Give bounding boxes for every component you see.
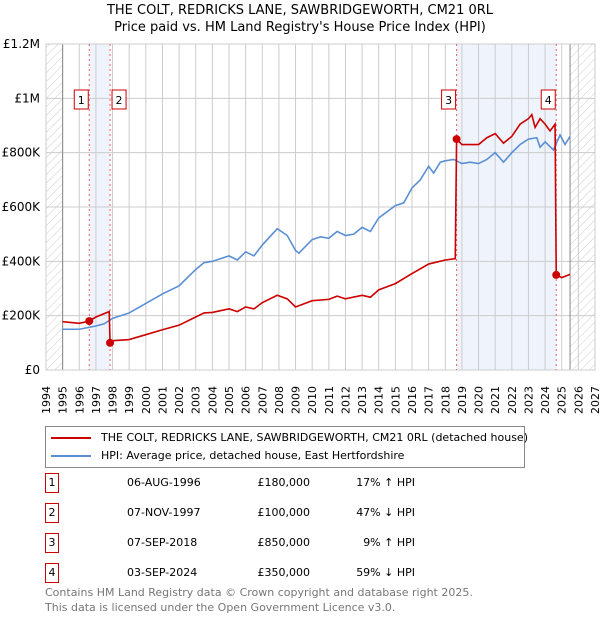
chart-title: THE COLT, REDRICKS LANE, SAWBRIDGEWORTH,… [106, 3, 494, 18]
x-tick-label: 2025 [556, 386, 569, 414]
x-tick-label: 2003 [190, 386, 203, 414]
sale-label: 3 [445, 94, 452, 107]
sale-point [452, 135, 461, 144]
legend: THE COLT, REDRICKS LANE, SAWBRIDGEWORTH,… [45, 426, 528, 468]
x-tick-label: 2013 [356, 386, 369, 414]
x-tick-label: 2007 [256, 386, 269, 414]
x-tick-label: 1999 [123, 386, 136, 414]
sale-label-box [111, 89, 127, 110]
x-tick-label: 2008 [273, 386, 286, 414]
sale-label: 4 [545, 94, 552, 107]
footer-copyright: Contains HM Land Registry data © Crown c… [45, 586, 473, 599]
sale-label: 1 [78, 94, 85, 107]
x-tick-label: 1996 [73, 386, 86, 414]
sale-date: 07-SEP-2018 [127, 536, 198, 549]
sale-label-box [540, 89, 556, 110]
x-tick-label: 2026 [572, 386, 585, 414]
footer-licence: This data is licensed under the Open Gov… [45, 601, 396, 614]
sale-label: 2 [116, 94, 123, 107]
x-tick-label: 2023 [522, 386, 535, 414]
x-tick-label: 2014 [373, 386, 386, 414]
sale-hpi: 17% ↑ HPI [356, 476, 415, 489]
legend-red-swatch [51, 436, 91, 439]
x-tick-label: 2001 [156, 386, 169, 414]
x-tick-label: 1998 [107, 386, 120, 414]
x-tick-label: 1997 [90, 386, 103, 414]
legend-blue-swatch [51, 454, 91, 457]
plot-border [45, 43, 596, 371]
y-tick-label: £600K [2, 200, 42, 214]
legend-red-label: THE COLT, REDRICKS LANE, SAWBRIDGEWORTH,… [101, 431, 528, 444]
x-tick-label: 1994 [40, 386, 53, 414]
sale-hpi: 9% ↑ HPI [363, 536, 415, 549]
y-tick-label: £200K [2, 309, 42, 323]
sale-point [552, 270, 561, 279]
y-tick-label: £1M [14, 91, 40, 105]
x-tick-label: 2021 [489, 386, 502, 414]
x-tick-label: 2010 [306, 386, 319, 414]
sale-price: £350,000 [257, 566, 311, 579]
x-tick-label: 2022 [506, 386, 519, 414]
sale-row: 1 06-AUG-1996 £180,000 17% ↑ HPI [45, 473, 425, 493]
sale-price: £180,000 [257, 476, 311, 489]
x-tick-label: 1995 [57, 386, 70, 414]
sale-number: 3 [45, 533, 59, 553]
x-tick-label: 2006 [240, 386, 253, 414]
x-tick-label: 2016 [406, 386, 419, 414]
sale-date: 07-NOV-1997 [127, 506, 201, 519]
x-tick-label: 2024 [539, 386, 552, 414]
y-tick-label: £400K [2, 254, 42, 268]
x-tick-label: 2020 [473, 386, 486, 414]
price-paid-line [62, 112, 571, 345]
sale-date: 03-SEP-2024 [127, 566, 198, 579]
x-tick-label: 2015 [389, 386, 402, 414]
x-tick-label: 2009 [290, 386, 303, 414]
y-tick-label: £0 [25, 363, 40, 377]
sale-row: 2 07-NOV-1997 £100,000 47% ↓ HPI [45, 503, 425, 523]
legend-blue-label: HPI: Average price, detached house, East… [101, 449, 405, 462]
sale-number: 2 [45, 503, 59, 523]
hpi-line [62, 133, 571, 331]
x-tick-label: 2011 [323, 386, 336, 414]
sale-date: 06-AUG-1996 [127, 476, 201, 489]
x-tick-label: 2000 [140, 386, 153, 414]
sale-label-box [73, 89, 89, 110]
x-tick-label: 2017 [423, 386, 436, 414]
sale-price: £100,000 [257, 506, 311, 519]
x-tick-label: 2005 [223, 386, 236, 414]
price-chart: 1994 1995 1996 1997 1998 1999 2000 2001 2002 2003… [2, 37, 600, 414]
sale-row: 3 07-SEP-2018 £850,000 9% ↑ HPI [45, 533, 425, 553]
sale-number: 4 [45, 563, 59, 583]
x-tick-label: 2027 [589, 386, 600, 414]
sale-row: 4 03-SEP-2024 £350,000 59% ↓ HPI [45, 563, 425, 583]
x-tick-label: 2002 [173, 386, 186, 414]
sale-number: 1 [45, 473, 59, 493]
chart-subtitle: Price paid vs. HM Land Registry's House … [114, 20, 486, 35]
sale-hpi: 47% ↓ HPI [356, 506, 415, 519]
x-tick-label: 2019 [456, 386, 469, 414]
sale-label-box [441, 89, 457, 110]
y-tick-label: £1.2M [3, 37, 40, 51]
x-tick-label: 2004 [206, 386, 219, 414]
sale-price: £850,000 [257, 536, 311, 549]
x-tick-label: 2018 [439, 386, 452, 414]
sale-point [106, 338, 115, 347]
sale-point [85, 317, 94, 326]
x-tick-label: 2012 [339, 386, 352, 414]
sale-hpi: 59% ↓ HPI [356, 566, 415, 579]
y-tick-label: £800K [2, 146, 42, 160]
